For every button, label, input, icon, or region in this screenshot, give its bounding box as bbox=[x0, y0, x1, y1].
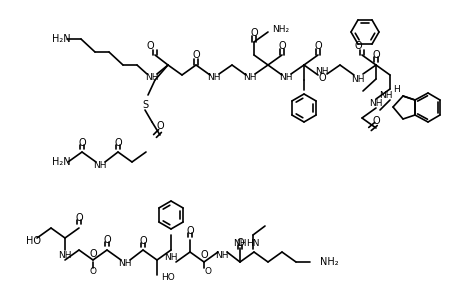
Text: O: O bbox=[200, 250, 208, 260]
Text: O: O bbox=[78, 138, 86, 148]
Text: O: O bbox=[139, 236, 147, 246]
Text: NH: NH bbox=[118, 258, 132, 267]
Text: NH₂: NH₂ bbox=[272, 24, 289, 34]
Text: O: O bbox=[89, 249, 97, 259]
Text: NH: NH bbox=[233, 238, 247, 247]
Text: NH: NH bbox=[215, 251, 229, 260]
Text: O: O bbox=[372, 50, 380, 60]
Text: O: O bbox=[372, 116, 380, 126]
Text: NH: NH bbox=[243, 73, 257, 82]
Text: NH: NH bbox=[379, 90, 393, 99]
Text: HN: HN bbox=[246, 238, 260, 247]
Text: O: O bbox=[205, 267, 212, 276]
Text: O: O bbox=[278, 41, 286, 51]
Text: NH: NH bbox=[279, 73, 293, 82]
Text: NH: NH bbox=[315, 66, 329, 75]
Text: NH: NH bbox=[58, 251, 72, 260]
Text: O: O bbox=[236, 238, 244, 248]
Text: H: H bbox=[394, 86, 401, 95]
Text: O: O bbox=[114, 138, 122, 148]
Text: O: O bbox=[250, 28, 258, 38]
Text: O: O bbox=[354, 41, 362, 51]
Text: O: O bbox=[314, 41, 322, 51]
Text: O: O bbox=[146, 41, 154, 51]
Text: O: O bbox=[318, 73, 326, 83]
Text: O: O bbox=[90, 267, 97, 276]
Text: O: O bbox=[156, 121, 164, 131]
Text: H₂N: H₂N bbox=[52, 157, 71, 167]
Text: NH: NH bbox=[207, 73, 221, 82]
Text: O: O bbox=[75, 213, 83, 223]
Text: NH: NH bbox=[164, 253, 178, 262]
Text: HO: HO bbox=[161, 273, 175, 282]
Text: NH₂: NH₂ bbox=[320, 257, 339, 267]
Text: O: O bbox=[103, 235, 111, 245]
Text: NH: NH bbox=[351, 75, 365, 84]
Text: NH: NH bbox=[369, 99, 383, 108]
Text: S: S bbox=[142, 100, 148, 110]
Text: NH: NH bbox=[145, 72, 159, 81]
Text: NH: NH bbox=[93, 160, 107, 169]
Text: O: O bbox=[186, 226, 194, 236]
Text: H₂N: H₂N bbox=[52, 34, 71, 44]
Text: HO: HO bbox=[26, 236, 41, 246]
Text: O: O bbox=[192, 50, 200, 60]
